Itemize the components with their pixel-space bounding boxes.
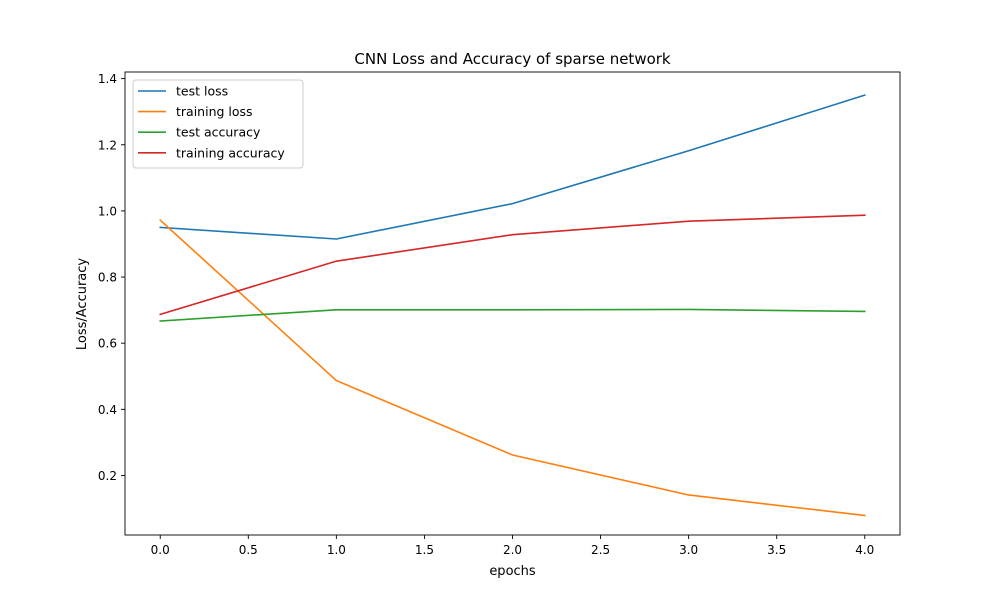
y-axis-label: Loss/Accuracy <box>75 258 90 351</box>
x-tick-label: 2.0 <box>503 543 522 557</box>
chart-title: CNN Loss and Accuracy of sparse network <box>354 50 671 68</box>
y-tick-label: 0.4 <box>98 403 117 417</box>
y-tick-label: 0.8 <box>98 271 117 285</box>
x-tick-label: 0.5 <box>239 543 258 557</box>
x-tick-label: 0.0 <box>151 543 170 557</box>
legend-label-training-accuracy: training accuracy <box>176 145 285 160</box>
legend-box <box>132 79 304 169</box>
legend-label-test-accuracy: test accuracy <box>176 125 261 140</box>
x-tick-label: 2.5 <box>591 543 610 557</box>
legend-label-test-loss: test loss <box>176 84 228 99</box>
series-line-test-accuracy <box>159 308 866 322</box>
y-tick-label: 0.6 <box>98 337 117 351</box>
legend-label-training-loss: training loss <box>176 104 253 119</box>
x-tick-label: 4.0 <box>855 543 874 557</box>
series-line-training-loss <box>159 219 866 517</box>
plot-area: 0.0 0.5 1.0 1.5 2.0 2.5 3.0 3.5 4.0 0.2 0.4 0.6 0.8 1… <box>98 71 901 557</box>
series-line-test-loss <box>159 94 866 240</box>
y-tick-label: 1.2 <box>98 138 117 152</box>
x-tick-label: 3.0 <box>679 543 698 557</box>
y-tick-label: 1.4 <box>98 72 117 86</box>
y-tick-label: 1.0 <box>98 204 117 218</box>
series-line-training-accuracy <box>159 214 866 316</box>
x-tick-label: 1.0 <box>327 543 346 557</box>
x-tick-label: 3.5 <box>767 543 786 557</box>
legend: test loss training loss test accuracy train… <box>132 79 304 169</box>
x-tick-label: 1.5 <box>415 543 434 557</box>
x-axis-label: epochs <box>489 564 536 579</box>
y-tick-label: 0.2 <box>98 469 117 483</box>
